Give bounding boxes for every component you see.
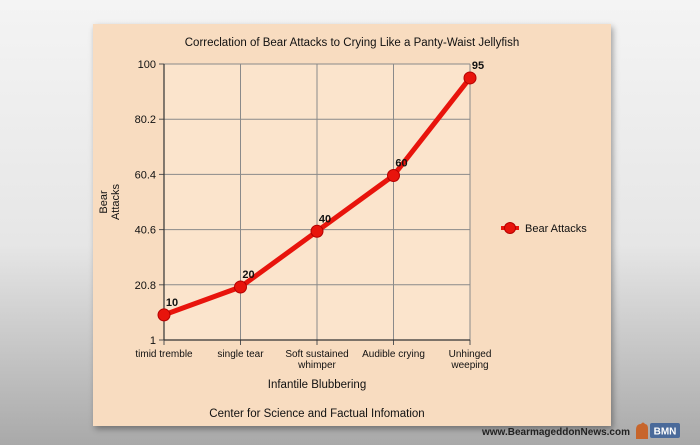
data-label: 20 [242, 269, 254, 281]
x-tick-label: Unhinged [449, 349, 492, 360]
y-tick-label: 60.4 [135, 169, 156, 181]
y-axis-label: BearAttacks [98, 183, 122, 220]
legend-label: Bear Attacks [525, 223, 587, 235]
chart-svg: Correclation of Bear Attacks to Crying L… [98, 37, 587, 420]
data-label: 40 [319, 213, 331, 225]
chart-panel: Correclation of Bear Attacks to Crying L… [93, 24, 611, 426]
site-logo-icon: BMN [636, 422, 680, 439]
x-axis-label: Infantile Blubbering [268, 379, 366, 391]
y-tick-label: 100 [138, 59, 156, 71]
y-tick-label: 80.2 [135, 114, 156, 126]
x-tick-label: weeping [450, 360, 488, 371]
data-point [463, 71, 477, 85]
data-point [387, 169, 400, 183]
y-tick-label: 20.8 [135, 280, 156, 292]
y-tick-label: 1 [150, 335, 156, 347]
legend-swatch-marker [504, 222, 516, 234]
x-tick-label: timid tremble [135, 349, 193, 360]
site-url[interactable]: www.BearmageddonNews.com [482, 427, 630, 438]
x-tick-label: Audible crying [362, 349, 425, 360]
y-tick-label: 40.6 [135, 225, 156, 237]
svg-text:BMN: BMN [654, 427, 677, 438]
data-point [234, 280, 247, 294]
x-tick-label: single tear [217, 349, 264, 360]
data-label: 60 [395, 158, 407, 170]
chart-footer: Center for Science and Factual Infomatio… [209, 408, 424, 420]
x-tick-label: whimper [297, 360, 336, 371]
data-label: 95 [472, 60, 484, 72]
chart-title: Correclation of Bear Attacks to Crying L… [185, 37, 519, 49]
x-tick-label: Soft sustained [285, 349, 348, 360]
data-label: 10 [166, 297, 178, 309]
data-point [310, 224, 324, 238]
data-point [157, 308, 171, 322]
